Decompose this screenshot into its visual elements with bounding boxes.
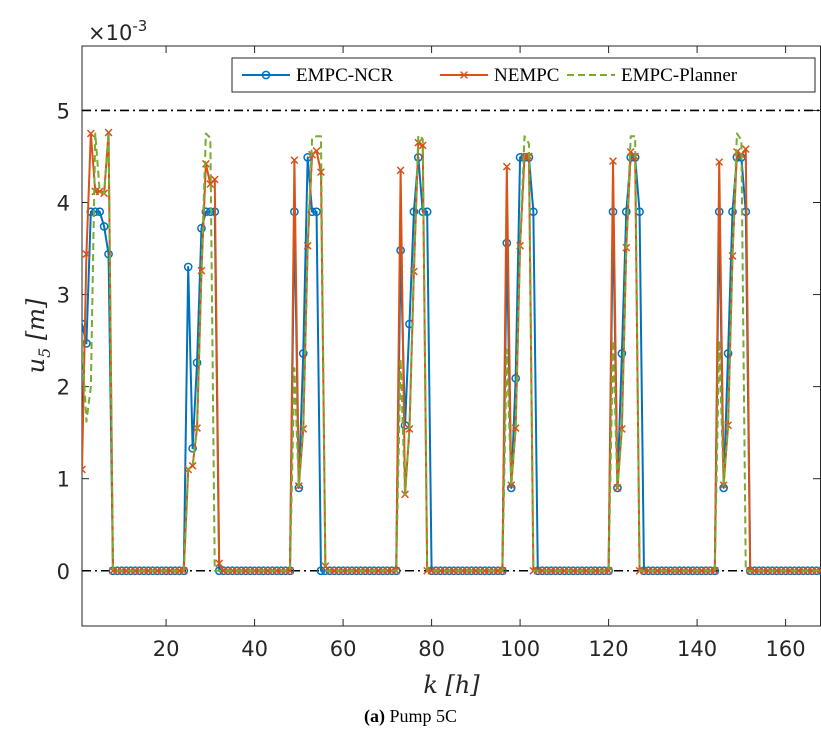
data-point (303, 241, 312, 250)
y-tick-label: 1 (57, 468, 70, 492)
data-point (210, 175, 219, 184)
data-point (86, 129, 95, 138)
legend-label: NEMPC (494, 65, 559, 86)
x-tick-label: 160 (766, 637, 806, 661)
y-tick-label: 4 (57, 192, 70, 216)
data-point (82, 250, 91, 258)
data-point (617, 349, 627, 358)
data-point (104, 128, 113, 137)
data-point (312, 147, 321, 155)
data-point (405, 425, 414, 433)
data-point (99, 222, 109, 231)
series-layer (82, 128, 821, 576)
tick-labels: 20 40 60 80 100 120 140 160 0 1 2 3 4 5 (57, 99, 806, 661)
data-point (95, 207, 105, 217)
data-point (90, 207, 100, 217)
data-point (621, 207, 631, 217)
legend-box (231, 57, 816, 93)
data-point (409, 207, 419, 217)
x-tick-label: 60 (330, 637, 357, 661)
x-tick-label: 140 (677, 637, 717, 661)
x-tick-label: 20 (153, 637, 180, 661)
data-point (507, 481, 516, 490)
data-point (215, 559, 224, 568)
data-point (604, 566, 613, 575)
series-line (82, 131, 821, 572)
y-axis-label: u5 [m] (22, 298, 54, 373)
data-point (197, 223, 206, 233)
data-point (201, 207, 211, 217)
legend-item: EMPC-Planner (567, 65, 738, 86)
data-point (298, 349, 308, 358)
data-point (183, 262, 193, 272)
legend-marker (460, 71, 468, 79)
axes-frame (81, 45, 821, 627)
legend-item: NEMPC (440, 65, 559, 86)
x-tick-label: 40 (241, 637, 268, 661)
data-point (188, 443, 197, 453)
data-point (715, 158, 724, 166)
y-tick-label: 2 (57, 376, 70, 400)
data-point (502, 162, 511, 171)
legend: EMPC-NCR NEMPC EMPC-Planner (231, 57, 816, 93)
plot-area (81, 45, 821, 627)
data-point (396, 166, 405, 175)
y-tick-label: 5 (57, 99, 70, 123)
data-point (104, 249, 113, 259)
data-point (290, 156, 299, 165)
caption-label: (a) (363, 706, 385, 726)
data-point (511, 424, 520, 432)
data-point (817, 566, 821, 575)
x-tick-label: 120 (589, 637, 629, 661)
series-empc-planner (82, 131, 821, 572)
data-point (312, 207, 321, 217)
data-point (82, 465, 86, 474)
data-point (710, 566, 719, 575)
data-point (728, 251, 737, 260)
y-tick-label: 0 (57, 560, 70, 584)
y-tick-label: 3 (57, 284, 70, 308)
data-point (317, 168, 325, 177)
x-tick-label: 100 (500, 637, 540, 661)
figure-caption: (a) Pump 5C (0, 706, 821, 727)
legend-item: EMPC-NCR (242, 65, 393, 86)
legend-marker (261, 70, 271, 80)
data-point (95, 187, 104, 196)
data-point (609, 157, 617, 166)
data-point (286, 566, 294, 575)
legend-label: EMPC-Planner (621, 65, 738, 86)
data-point (741, 145, 750, 154)
data-point (728, 207, 737, 217)
data-point (511, 373, 521, 383)
x-tick-label: 80 (418, 637, 445, 661)
x-axis-label: k [h] (423, 671, 480, 699)
caption-text: Pump 5C (389, 706, 458, 726)
data-point (192, 358, 202, 368)
data-point (418, 141, 427, 150)
data-point (723, 349, 733, 358)
legend-label: EMPC-NCR (296, 65, 393, 86)
y-exponent-label: ×10-3 (88, 17, 147, 45)
data-point (197, 266, 206, 275)
